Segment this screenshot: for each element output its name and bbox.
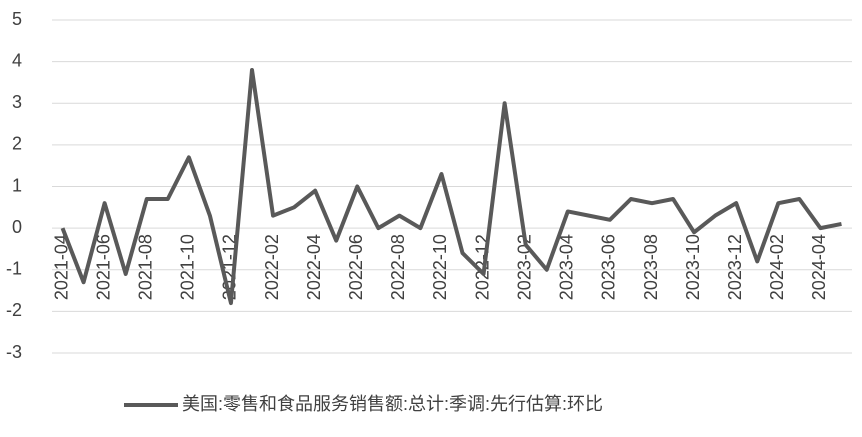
x-tick-label: 2023-10 <box>683 234 703 300</box>
y-tick-label: 1 <box>12 175 22 195</box>
x-tick-label: 2021-04 <box>51 234 71 300</box>
y-tick-label: -1 <box>6 259 22 279</box>
x-tick-label: 2023-04 <box>557 234 577 300</box>
y-tick-label: -3 <box>6 342 22 362</box>
x-tick-label: 2022-06 <box>346 234 366 300</box>
data-line <box>60 67 842 306</box>
x-tick-label: 2021-10 <box>178 234 198 300</box>
x-tick-label: 2023-08 <box>641 234 661 300</box>
y-tick-label: 3 <box>12 92 22 112</box>
x-tick-label: 2023-12 <box>725 234 745 300</box>
x-tick-label: 2021-08 <box>135 234 155 300</box>
y-tick-label: 0 <box>12 217 22 237</box>
y-tick-label: -2 <box>6 300 22 320</box>
legend-label: 美国:零售和食品服务销售额:总计:季调:先行估算:环比 <box>182 394 603 414</box>
x-tick-label: 2024-02 <box>767 234 787 300</box>
x-tick-label: 2023-06 <box>599 234 619 300</box>
x-tick-label: 2024-04 <box>809 234 829 300</box>
y-tick-label: 5 <box>12 9 22 29</box>
x-tick-label: 2022-08 <box>388 234 408 300</box>
x-tick-label: 2022-04 <box>304 234 324 300</box>
y-tick-label: 4 <box>12 50 22 70</box>
x-tick-label: 2022-10 <box>430 234 450 300</box>
x-tick-label: 2021-06 <box>93 234 113 300</box>
x-tick-label: 2022-02 <box>262 234 282 300</box>
y-tick-label: 2 <box>12 134 22 154</box>
